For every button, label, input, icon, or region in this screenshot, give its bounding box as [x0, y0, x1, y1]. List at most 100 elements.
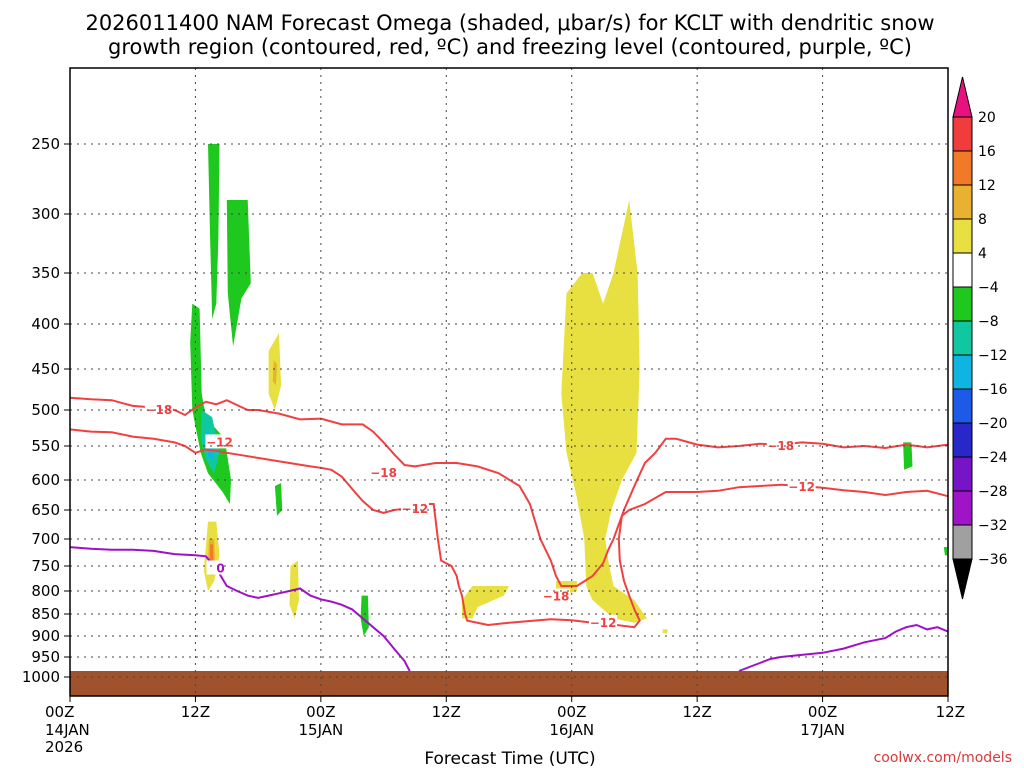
y-tick-label-350: 350	[31, 264, 60, 282]
contour-label-bg-1	[205, 434, 234, 449]
y-tick-label-550: 550	[31, 437, 60, 455]
y-tick-label-450: 450	[31, 360, 60, 378]
omega-shade-8	[943, 547, 948, 556]
colorbar-band-5	[952, 252, 973, 288]
colorbar-label-10: −24	[978, 450, 1008, 466]
omega-shade-2	[190, 303, 231, 504]
omega-shade-17	[561, 200, 647, 623]
colorbar-label-9: −20	[978, 416, 1008, 432]
axes: 250 300 350 400 450 500 550 600 650 700 750 800 850 9…	[22, 67, 965, 756]
colorbar-label-7: −12	[978, 348, 1008, 364]
omega-shade-18	[662, 629, 668, 634]
y-tick-label-700: 700	[31, 530, 60, 548]
y-tick-label-750: 750	[31, 557, 60, 575]
contour-label-bg-8	[206, 560, 235, 575]
y-tick-label-600: 600	[31, 471, 60, 489]
contour-label-2: −18	[370, 466, 397, 480]
x-tick-date-4: 16JAN	[549, 721, 594, 739]
contour-label-8: 0	[216, 562, 224, 576]
omega-shade-6	[360, 595, 369, 636]
omega-shade-15	[462, 586, 509, 619]
x-tick-label-2: 00Z	[306, 703, 335, 721]
omega-shade-13	[210, 544, 214, 561]
omega-shade-10	[272, 360, 277, 386]
omega-shade-0	[208, 144, 220, 319]
contour-label-5: −12	[590, 616, 617, 630]
y-tick-label-500: 500	[31, 401, 60, 419]
contour-label-bg-3	[400, 500, 429, 515]
x-tick-label-4: 00Z	[557, 703, 586, 721]
colorbar-label-3: 8	[978, 212, 987, 228]
colorbar-label-4: 4	[978, 246, 987, 262]
colorbar-bottom-arrow	[952, 558, 973, 600]
colorbar-top-arrow	[952, 76, 973, 118]
colorbar: 20 16 12 8 4 −4 −8 −12 −16 −20 −24 −28 −32 −36	[952, 76, 1008, 600]
x-tick-label-7: 12Z	[936, 703, 965, 721]
colorbar-label-6: −8	[978, 314, 999, 330]
y-tick-label-850: 850	[31, 605, 60, 623]
contour-label-bg-7	[787, 479, 816, 494]
contour-label-7: −12	[788, 480, 815, 494]
x-tick-year-0: 2026	[45, 738, 83, 756]
plot-frame	[69, 67, 949, 697]
credit-text: coolwx.com/models	[874, 750, 1012, 766]
colorbar-band-12	[952, 490, 973, 526]
y-tick-label-400: 400	[31, 315, 60, 333]
title-line-1: 2026011400 NAM Forecast Omega (shaded, μ…	[85, 11, 934, 35]
colorbar-label-12: −32	[978, 518, 1008, 534]
omega-shade-5	[274, 483, 283, 516]
x-tick-label-1: 12Z	[181, 703, 210, 721]
x-axis-label: Forecast Time (UTC)	[424, 749, 595, 768]
y-tick-label-250: 250	[31, 135, 60, 153]
contour-minus-12	[69, 428, 949, 629]
y-tick-label-300: 300	[31, 205, 60, 223]
colorbar-label-5: −4	[978, 280, 999, 296]
ground-below-surface	[70, 671, 948, 696]
y-tick-label-950: 950	[31, 648, 60, 666]
y-tick-label-900: 900	[31, 627, 60, 645]
x-tick-label-3: 12Z	[432, 703, 461, 721]
contour-label-bg-2	[369, 465, 398, 480]
contour-label-bg-0	[144, 402, 173, 416]
contour-label-6: −18	[767, 439, 794, 453]
x-tick-label-5: 12Z	[682, 703, 711, 721]
colorbar-band-8	[952, 354, 973, 390]
colorbar-band-4	[952, 218, 973, 254]
contour-label-1: −12	[206, 435, 233, 449]
colorbar-band-10	[952, 422, 973, 458]
colorbar-label-13: −36	[978, 552, 1008, 568]
colorbar-band-6	[952, 286, 973, 322]
freezing-level-contour-east	[738, 623, 949, 672]
y-tick-label-800: 800	[31, 582, 60, 600]
colorbar-band-11	[952, 456, 973, 492]
colorbar-band-9	[952, 388, 973, 424]
colorbar-band-1	[952, 116, 973, 152]
y-tick-label-1000: 1000	[22, 668, 60, 686]
contour-label-bg-5	[589, 614, 618, 629]
contour-label-bg-4	[542, 588, 571, 603]
colorbar-label-0: 20	[978, 110, 996, 126]
colorbar-label-1: 16	[978, 144, 996, 160]
contour-label-3: −12	[402, 502, 429, 516]
contour-minus-18	[69, 396, 949, 587]
x-tick-date-6: 17JAN	[800, 721, 845, 739]
plot-area: −18 −12 −18 −12 −18 −12 −18 −12 0	[69, 144, 949, 696]
omega-shade-7	[903, 442, 913, 470]
contour-label-bg-6	[766, 438, 795, 452]
freezing-level-contour	[69, 546, 411, 672]
y-tick-label-650: 650	[31, 501, 60, 519]
x-tick-label-0: 00Z	[45, 703, 74, 721]
colorbar-band-2	[952, 150, 973, 186]
x-tick-label-6: 00Z	[808, 703, 837, 721]
colorbar-label-8: −16	[978, 382, 1008, 398]
colorbar-label-2: 12	[978, 178, 996, 194]
contour-label-0: −18	[145, 403, 172, 417]
x-tick-date-2: 15JAN	[298, 721, 343, 739]
colorbar-band-7	[952, 320, 973, 356]
title-line-2: growth region (contoured, red, ºC) and f…	[108, 35, 912, 59]
x-tick-date-0: 14JAN	[45, 721, 90, 739]
colorbar-band-3	[952, 184, 973, 220]
colorbar-band-13	[952, 524, 973, 560]
contour-label-4: −18	[543, 590, 570, 604]
